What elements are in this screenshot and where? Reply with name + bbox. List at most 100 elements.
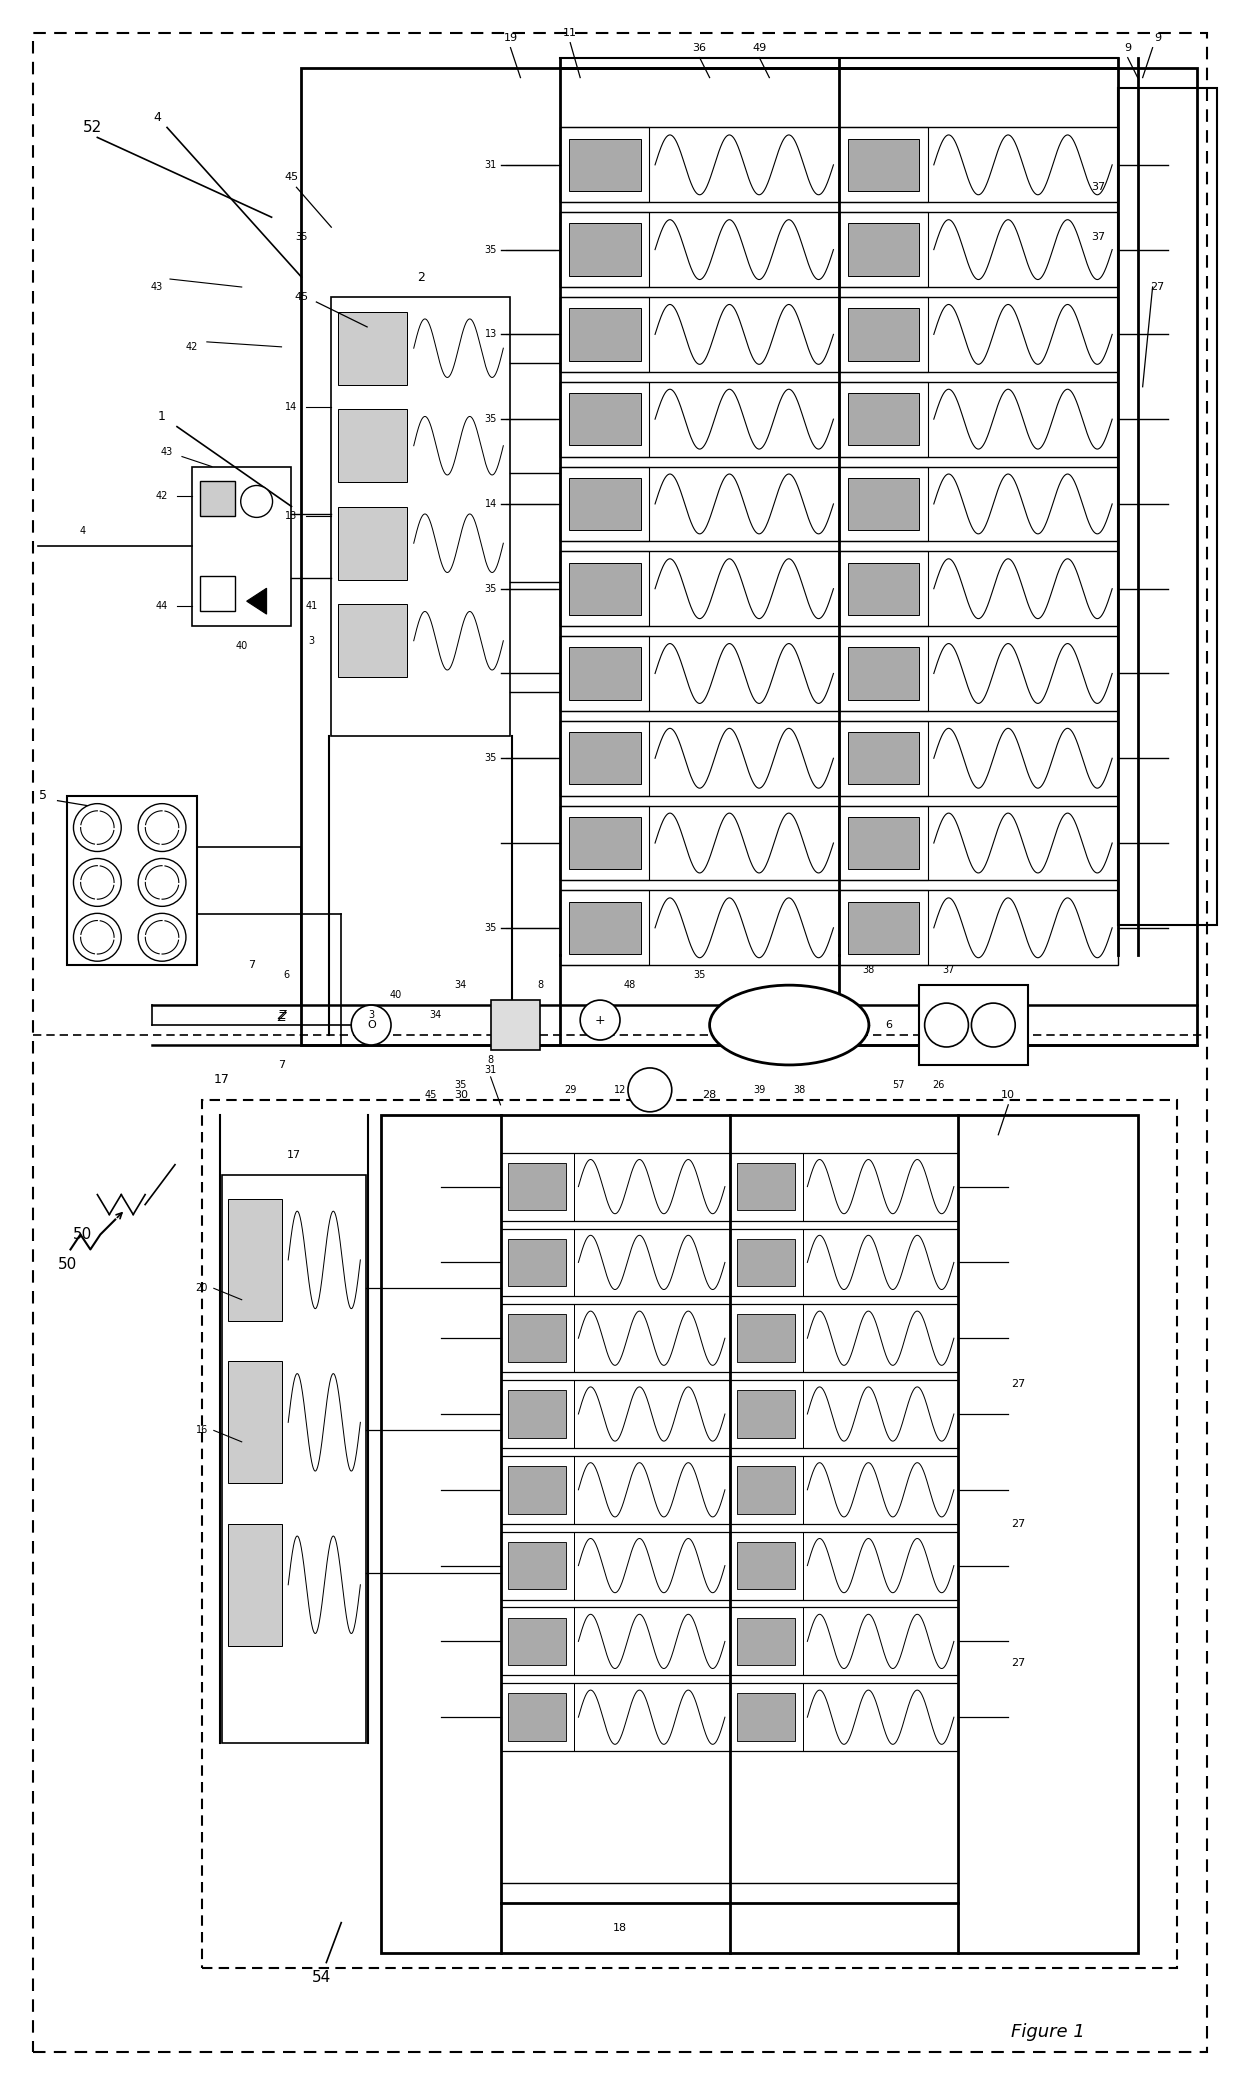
Bar	[839, 296, 1117, 371]
Text: 29: 29	[564, 1084, 577, 1095]
Bar	[560, 382, 650, 457]
Bar	[839, 890, 929, 965]
Text: 35: 35	[485, 415, 497, 423]
Circle shape	[971, 1003, 1016, 1047]
Bar	[560, 213, 650, 288]
Bar	[508, 1163, 567, 1211]
Bar	[729, 1153, 959, 1220]
Bar	[560, 296, 839, 371]
Text: 14: 14	[285, 402, 298, 411]
Text: 35: 35	[485, 924, 497, 932]
Bar	[729, 1305, 802, 1372]
Text: Figure 1: Figure 1	[1011, 2022, 1085, 2041]
Text: 2: 2	[417, 271, 425, 284]
Text: 16: 16	[196, 1426, 208, 1434]
Text: 27: 27	[1011, 1658, 1025, 1668]
Bar	[560, 721, 650, 796]
Circle shape	[241, 486, 273, 517]
Bar	[508, 1238, 567, 1286]
Text: 3: 3	[368, 1009, 374, 1020]
Bar	[491, 1001, 541, 1051]
Text: 45: 45	[294, 292, 309, 302]
Bar	[560, 636, 839, 711]
Text: 31: 31	[485, 161, 497, 169]
Bar	[508, 1391, 567, 1439]
Bar	[501, 1153, 574, 1220]
Circle shape	[580, 1001, 620, 1040]
Bar	[569, 646, 641, 701]
Circle shape	[73, 859, 122, 907]
Text: 27: 27	[1011, 1378, 1025, 1389]
Bar	[508, 1693, 567, 1741]
Bar	[729, 1153, 802, 1220]
Text: 6: 6	[284, 970, 290, 980]
Text: 42: 42	[186, 342, 198, 352]
Text: 27: 27	[1011, 1518, 1025, 1528]
Bar	[737, 1618, 795, 1666]
Circle shape	[925, 1003, 968, 1047]
Bar	[501, 1608, 729, 1676]
Bar	[560, 805, 650, 880]
Bar	[569, 309, 641, 361]
Bar	[200, 482, 234, 517]
Bar	[729, 1455, 802, 1524]
Text: 5: 5	[38, 788, 47, 803]
Text: 30: 30	[454, 1090, 467, 1101]
Text: 26: 26	[932, 1080, 945, 1090]
Bar	[839, 127, 929, 202]
Text: 34: 34	[430, 1009, 441, 1020]
Text: 6: 6	[885, 1020, 893, 1030]
Text: 35: 35	[455, 1080, 467, 1090]
Text: 39: 39	[753, 1084, 765, 1095]
Bar	[508, 1466, 567, 1514]
Bar	[839, 636, 1117, 711]
Bar	[737, 1693, 795, 1741]
Text: 42: 42	[156, 492, 169, 502]
Bar	[839, 467, 1117, 542]
Bar	[848, 309, 919, 361]
Text: 17: 17	[286, 1149, 301, 1159]
Bar	[729, 1380, 959, 1447]
Text: 35: 35	[485, 753, 497, 763]
Bar	[737, 1238, 795, 1286]
Bar	[839, 296, 929, 371]
Bar	[560, 890, 839, 965]
Bar	[301, 67, 1198, 1045]
Circle shape	[138, 803, 186, 851]
Bar	[737, 1391, 795, 1439]
Bar	[560, 296, 650, 371]
Bar	[501, 1228, 729, 1297]
Bar	[501, 1683, 729, 1751]
Bar	[848, 392, 919, 446]
Bar	[839, 213, 929, 288]
Bar	[508, 1618, 567, 1666]
Bar	[569, 392, 641, 446]
Bar	[560, 127, 839, 202]
Text: 44: 44	[156, 600, 169, 611]
Bar	[560, 382, 839, 457]
Text: 20: 20	[196, 1284, 208, 1293]
Bar	[839, 127, 1117, 202]
Bar	[228, 1362, 283, 1482]
Ellipse shape	[709, 984, 869, 1065]
Bar	[339, 409, 407, 482]
Bar	[839, 721, 929, 796]
Circle shape	[627, 1068, 672, 1111]
Text: 8: 8	[537, 980, 543, 990]
Bar	[737, 1314, 795, 1362]
Text: 4: 4	[79, 525, 86, 536]
Text: Z: Z	[278, 1009, 286, 1022]
Circle shape	[138, 859, 186, 907]
Bar	[839, 213, 1117, 288]
Text: 37: 37	[942, 965, 955, 976]
Text: 13: 13	[285, 511, 298, 521]
Bar	[569, 223, 641, 275]
Bar	[569, 563, 641, 615]
Bar	[200, 575, 234, 611]
Text: 36: 36	[693, 42, 707, 52]
Bar	[331, 296, 511, 736]
Bar	[729, 1305, 959, 1372]
Bar	[839, 805, 1117, 880]
Text: 28: 28	[703, 1090, 717, 1101]
Bar	[839, 550, 1117, 626]
